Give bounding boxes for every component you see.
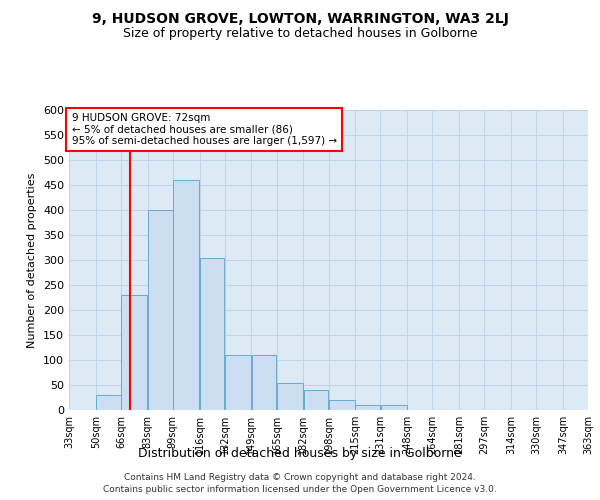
Bar: [121, 295, 148, 410]
Bar: [277, 382, 303, 410]
Bar: [96, 395, 121, 410]
Text: Distribution of detached houses by size in Golborne: Distribution of detached houses by size …: [138, 448, 462, 460]
Bar: [200, 258, 224, 410]
Bar: [225, 355, 251, 410]
Text: 9 HUDSON GROVE: 72sqm
← 5% of detached houses are smaller (86)
95% of semi-detac: 9 HUDSON GROVE: 72sqm ← 5% of detached h…: [71, 113, 337, 146]
Bar: [355, 405, 380, 410]
Text: Contains public sector information licensed under the Open Government Licence v3: Contains public sector information licen…: [103, 485, 497, 494]
Bar: [329, 400, 355, 410]
Bar: [251, 355, 277, 410]
Text: Contains HM Land Registry data © Crown copyright and database right 2024.: Contains HM Land Registry data © Crown c…: [124, 472, 476, 482]
Bar: [304, 390, 328, 410]
Text: Size of property relative to detached houses in Golborne: Size of property relative to detached ho…: [123, 28, 477, 40]
Bar: [380, 405, 407, 410]
Text: 9, HUDSON GROVE, LOWTON, WARRINGTON, WA3 2LJ: 9, HUDSON GROVE, LOWTON, WARRINGTON, WA3…: [92, 12, 508, 26]
Y-axis label: Number of detached properties: Number of detached properties: [28, 172, 37, 348]
Bar: [173, 180, 199, 410]
Bar: [148, 210, 173, 410]
